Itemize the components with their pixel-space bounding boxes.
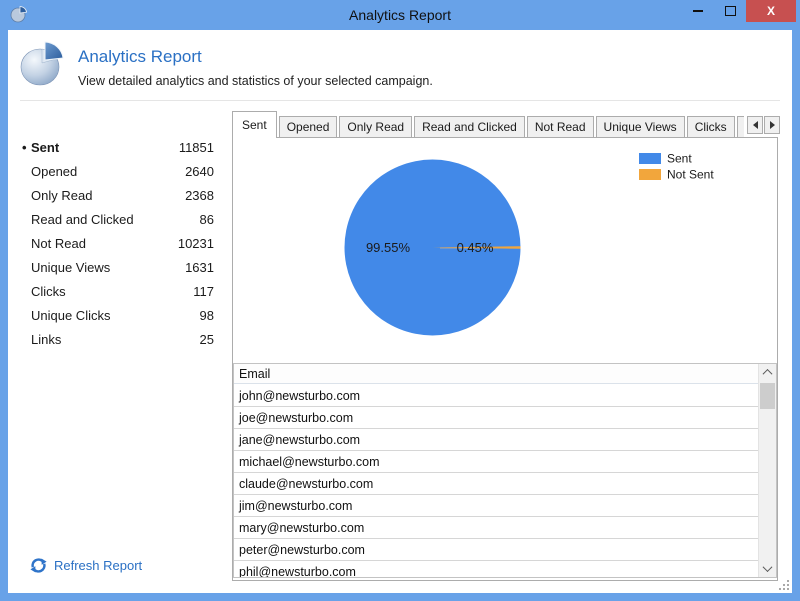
- chevron-down-icon: [762, 562, 773, 573]
- tab-opened[interactable]: Opened: [278, 116, 338, 137]
- legend-swatch-sent: [639, 153, 661, 164]
- email-row[interactable]: jim@newsturbo.com: [234, 495, 758, 517]
- email-rows: john@newsturbo.com joe@newsturbo.com jan…: [234, 385, 758, 577]
- stat-label: Unique Views: [31, 259, 111, 275]
- stat-row-links[interactable]: • Links 25: [22, 327, 214, 351]
- stat-row-unique-views[interactable]: • Unique Views 1631: [22, 255, 214, 279]
- tab-strip: Sent Opened Only Read Read and Clicked N…: [232, 111, 744, 138]
- analytics-pie-chart-3d-icon: [20, 41, 64, 86]
- stat-value: 10231: [177, 235, 214, 251]
- page-title: Analytics Report: [78, 47, 202, 66]
- app-pie-chart-icon: [10, 6, 28, 23]
- tab-sent[interactable]: Sent: [232, 111, 277, 138]
- email-column-header[interactable]: Email: [234, 364, 758, 384]
- refresh-icon: [30, 558, 47, 573]
- window-controls: X: [682, 0, 796, 22]
- minimize-icon: [693, 10, 703, 12]
- tab-scroll-buttons: [746, 116, 780, 134]
- stat-value: 86: [199, 211, 214, 227]
- stat-label: Opened: [31, 163, 78, 179]
- stat-row-only-read[interactable]: • Only Read 2368: [22, 183, 214, 207]
- email-row[interactable]: michael@newsturbo.com: [234, 451, 758, 473]
- left-arrow-icon: [752, 121, 758, 129]
- maximize-button[interactable]: [714, 0, 746, 22]
- legend-swatch-not-sent: [639, 169, 661, 180]
- resize-grip[interactable]: [778, 579, 790, 591]
- tab-not-read[interactable]: Not Read: [526, 116, 594, 137]
- email-row[interactable]: phil@newsturbo.com: [234, 561, 758, 577]
- tab-read-and-clicked[interactable]: Read and Clicked: [414, 116, 525, 137]
- chevron-up-icon: [762, 368, 773, 379]
- stat-row-unique-clicks[interactable]: • Unique Clicks 98: [22, 303, 214, 327]
- email-row[interactable]: john@newsturbo.com: [234, 385, 758, 407]
- stat-value: 11851: [178, 139, 214, 155]
- close-icon: X: [766, 4, 775, 18]
- email-row[interactable]: peter@newsturbo.com: [234, 539, 758, 561]
- stat-row-read-and-clicked[interactable]: • Read and Clicked 86: [22, 207, 214, 231]
- scroll-down-button[interactable]: [759, 560, 776, 577]
- legend-label-sent: Sent: [667, 152, 692, 166]
- pie-slice-not-sent: [432, 246, 521, 249]
- stat-value: 1631: [185, 259, 214, 275]
- stat-label: Unique Clicks: [31, 307, 111, 323]
- stat-row-clicks[interactable]: • Clicks 117: [22, 279, 214, 303]
- tab-clicks[interactable]: Clicks: [686, 116, 735, 137]
- page-description: View detailed analytics and statistics o…: [78, 74, 433, 88]
- stat-value: 98: [199, 307, 214, 323]
- stat-label: Only Read: [31, 187, 93, 203]
- stat-label: Clicks: [31, 283, 66, 299]
- scrollbar-thumb[interactable]: [760, 383, 775, 409]
- tab-scroll-right-button[interactable]: [764, 116, 780, 134]
- minimize-button[interactable]: [682, 0, 714, 22]
- header-divider: [20, 100, 780, 101]
- pie-label-sent-pct: 99.55%: [366, 240, 411, 255]
- window-content: Analytics Report View detailed analytics…: [8, 30, 792, 593]
- refresh-report-button[interactable]: Refresh Report: [30, 557, 142, 574]
- stat-label: Not Read: [31, 235, 86, 251]
- stat-label: Read and Clicked: [31, 211, 134, 227]
- refresh-report-label: Refresh Report: [54, 558, 143, 573]
- email-scrollbar[interactable]: [758, 364, 776, 577]
- email-row[interactable]: claude@newsturbo.com: [234, 473, 758, 495]
- tab-unique-clicks[interactable]: Unique Clicks: [736, 116, 744, 137]
- stat-value: 117: [193, 283, 214, 299]
- window-title: Analytics Report: [349, 7, 451, 23]
- stat-row-sent[interactable]: • Sent 11851: [22, 135, 214, 159]
- email-row[interactable]: mary@newsturbo.com: [234, 517, 758, 539]
- scroll-up-button[interactable]: [759, 364, 776, 381]
- stat-label: Links: [31, 331, 62, 347]
- stat-value: 2368: [185, 187, 214, 203]
- email-row[interactable]: joe@newsturbo.com: [234, 407, 758, 429]
- pie-label-not-sent-pct: 0.45%: [457, 240, 494, 255]
- stat-value: 2640: [185, 163, 214, 179]
- titlebar: Analytics Report X: [0, 0, 800, 30]
- legend-label-not-sent: Not Sent: [667, 168, 714, 182]
- email-table: Email john@newsturbo.com joe@newsturbo.c…: [233, 363, 777, 578]
- close-button[interactable]: X: [746, 0, 796, 22]
- tab-unique-views[interactable]: Unique Views: [595, 116, 685, 137]
- chart-legend: Sent Not Sent: [639, 152, 714, 182]
- stats-panel: • Sent 11851 • Opened 2640 • Only Read 2…: [22, 135, 214, 351]
- stat-label: Sent: [31, 139, 60, 155]
- tab-only-read[interactable]: Only Read: [339, 116, 413, 137]
- pie-chart: 99.55% 0.45% Sent Not Sent: [344, 152, 714, 336]
- maximize-icon: [724, 6, 736, 16]
- stat-row-not-read[interactable]: • Not Read 10231: [22, 231, 214, 255]
- stat-value: 25: [199, 331, 214, 347]
- tab-scroll-left-button[interactable]: [747, 116, 763, 134]
- right-arrow-icon: [769, 121, 775, 129]
- email-row[interactable]: jane@newsturbo.com: [234, 429, 758, 451]
- selected-marker-icon: •: [22, 139, 27, 155]
- stat-row-opened[interactable]: • Opened 2640: [22, 159, 214, 183]
